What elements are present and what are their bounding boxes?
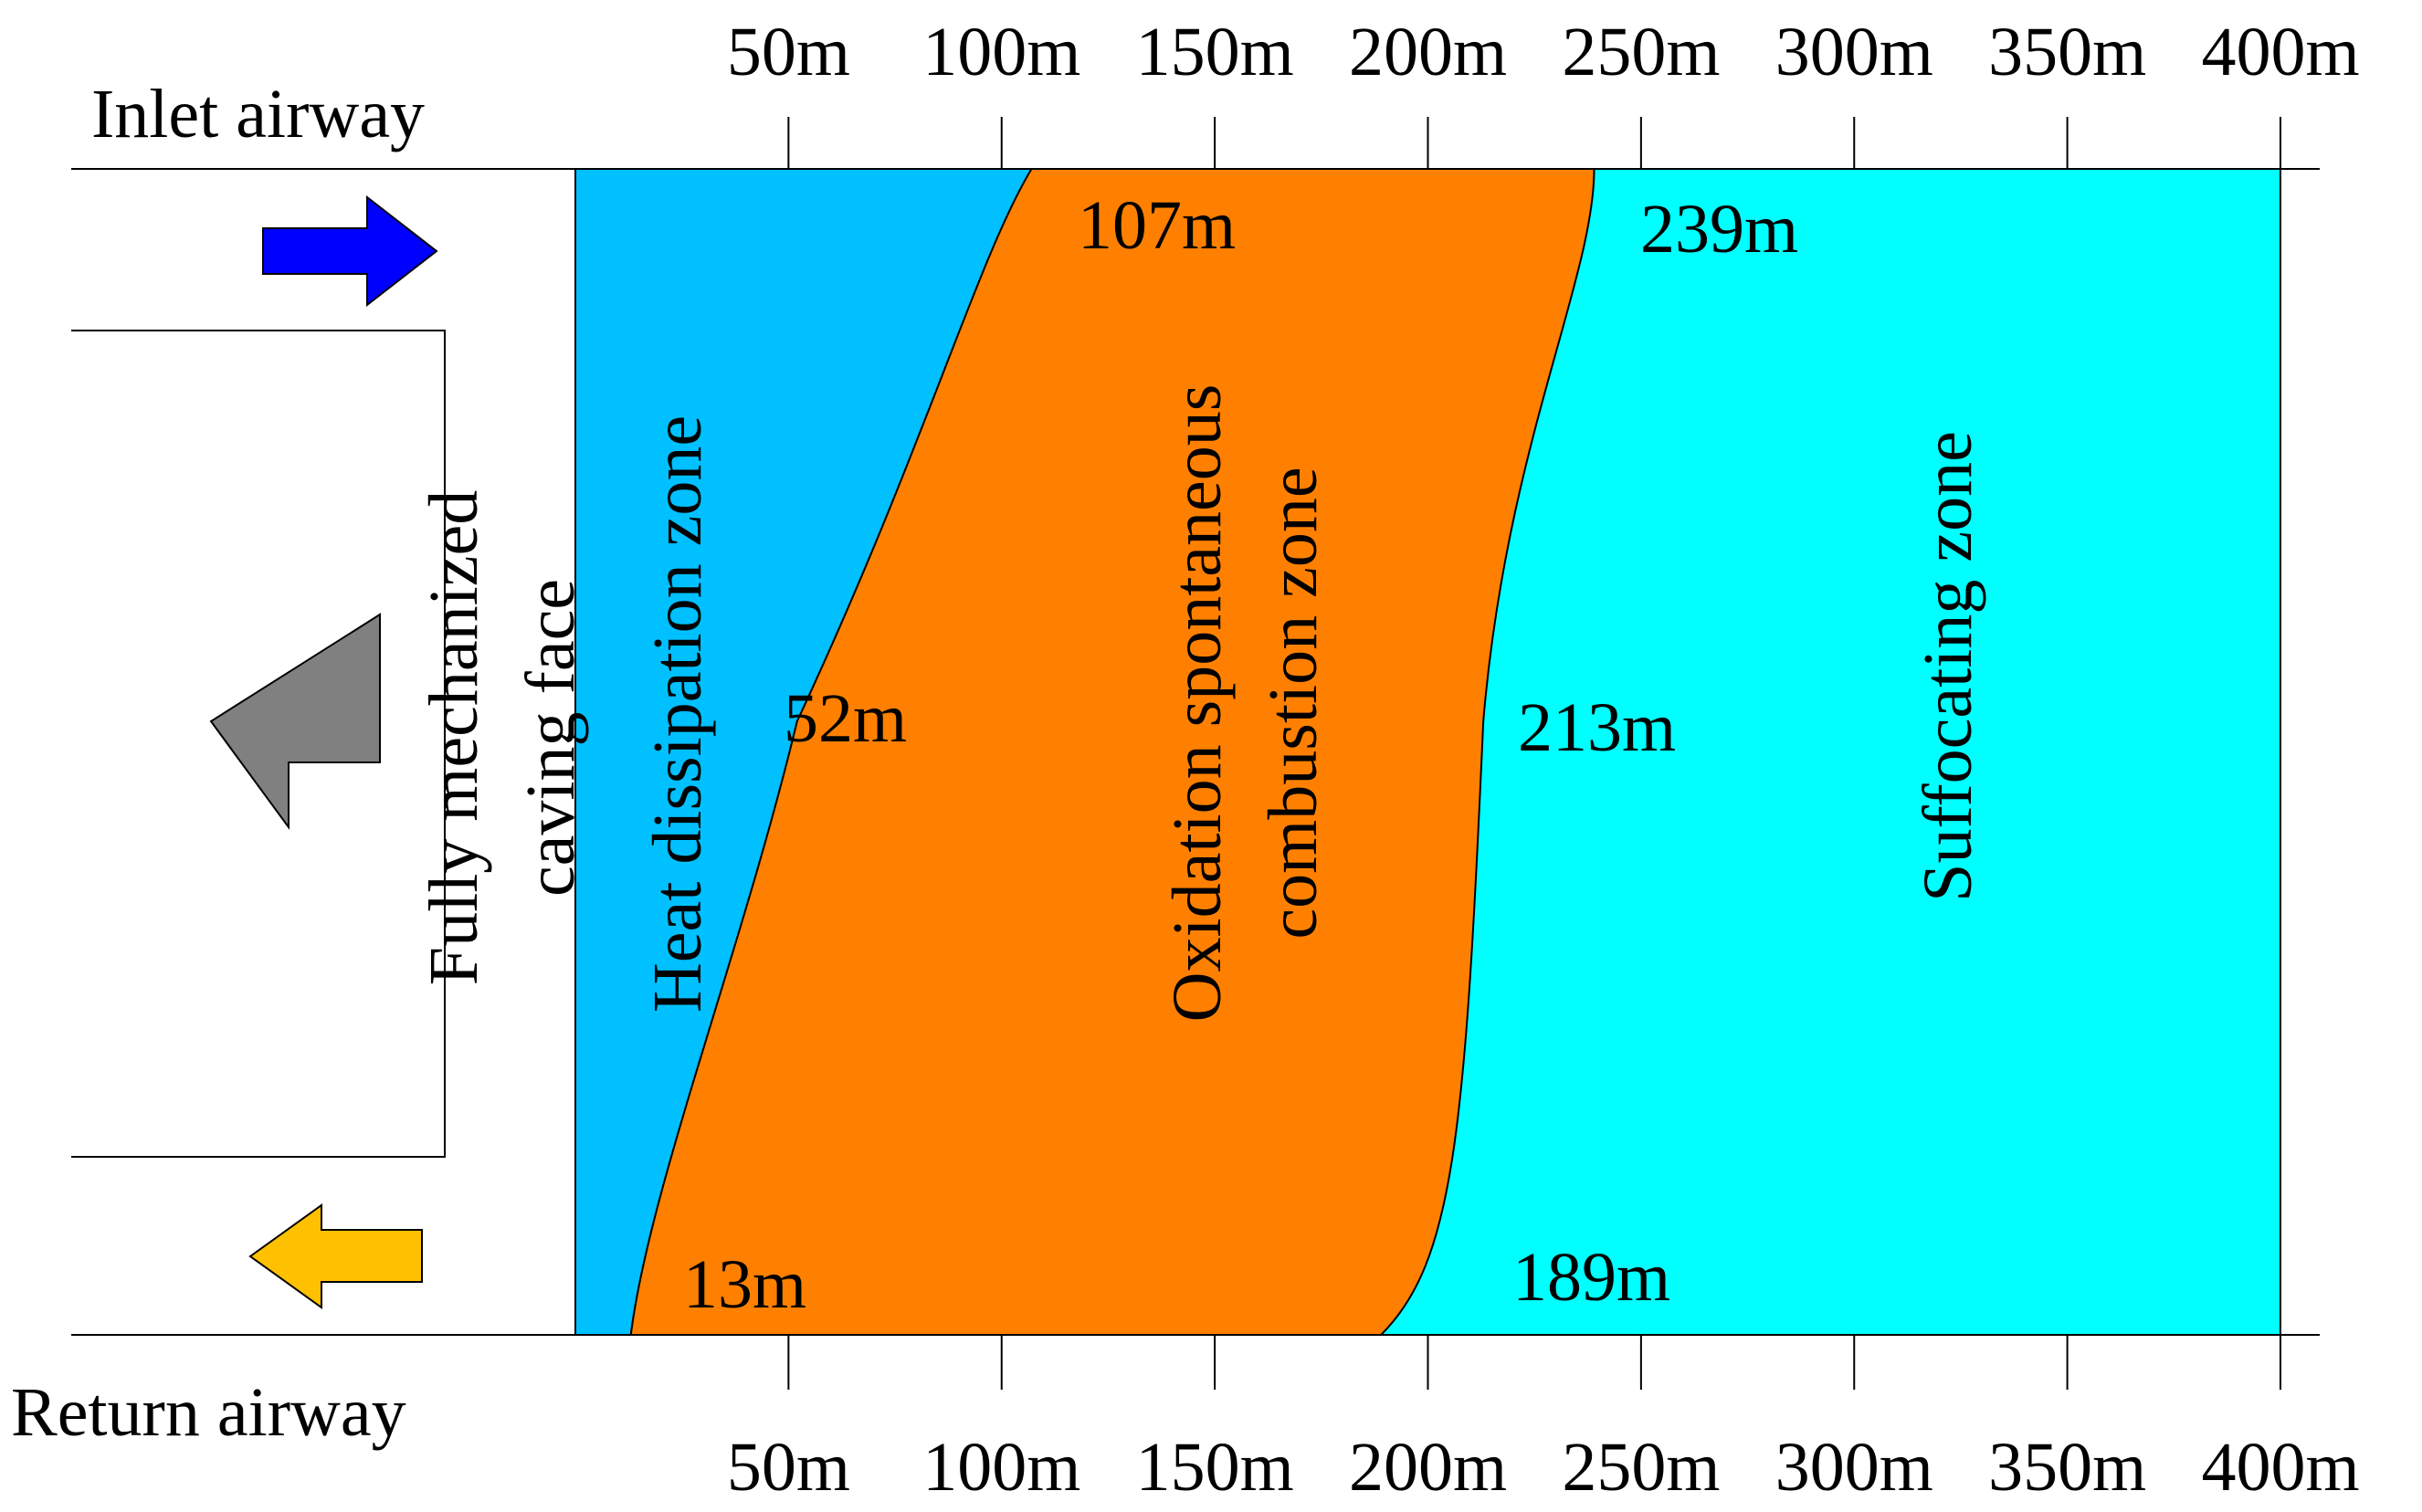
return-airway-label: Return airway xyxy=(11,1374,406,1451)
inlet-airway-label: Inlet airway xyxy=(91,76,425,152)
scale-label-bottom-50: 50m xyxy=(727,1429,850,1506)
scale-label-top-200: 200m xyxy=(1349,14,1507,90)
scale-label-bottom-200: 200m xyxy=(1349,1429,1507,1506)
oxidation-zone-label-line1: Oxidation spontaneous xyxy=(1159,384,1236,1023)
caving-face-label-line2: caving face xyxy=(512,579,589,897)
scale-label-bottom-350: 350m xyxy=(1988,1429,2146,1506)
boundary-label-13m: 13m xyxy=(683,1246,806,1323)
advance-direction-arrow-icon xyxy=(209,613,381,831)
caving-face-label-line1: Fully mechanized xyxy=(416,490,492,985)
scale-label-bottom-150: 150m xyxy=(1136,1429,1294,1506)
caving-face-outline xyxy=(71,330,446,1158)
boundary-label-239m: 239m xyxy=(1640,191,1798,268)
boundary-label-52m: 52m xyxy=(784,680,907,757)
boundary-label-189m: 189m xyxy=(1512,1239,1670,1316)
suffocating-zone-label: Suffocating zone xyxy=(1910,431,1986,902)
scale-label-top-150: 150m xyxy=(1136,14,1294,90)
arrow-right-icon xyxy=(262,194,438,308)
boundary-label-213m: 213m xyxy=(1518,689,1676,766)
scale-label-top-400: 400m xyxy=(2201,14,2359,90)
bottom-scale-labels: 50m 100m 150m 200m 250m 300m 350m 400m xyxy=(727,1429,2360,1506)
scale-label-bottom-400: 400m xyxy=(2201,1429,2359,1506)
top-scale-ticks xyxy=(787,117,2281,169)
boundary-label-107m: 107m xyxy=(1078,187,1236,264)
heat-dissipation-zone-area xyxy=(574,168,1034,1336)
scale-label-bottom-250: 250m xyxy=(1562,1429,1720,1506)
scale-label-top-100: 100m xyxy=(922,14,1080,90)
scale-label-top-50: 50m xyxy=(727,14,850,90)
scale-label-top-250: 250m xyxy=(1562,14,1720,90)
heat-dissipation-zone-label: Heat dissipation zone xyxy=(639,415,716,1013)
top-scale-labels: 50m 100m 150m 200m 250m 300m 350m 400m xyxy=(727,14,2360,90)
oxidation-zone-label-line2: combustion zone xyxy=(1255,467,1332,939)
scale-label-bottom-300: 300m xyxy=(1775,1429,1933,1506)
scale-label-top-300: 300m xyxy=(1775,14,1933,90)
bottom-scale-ticks xyxy=(787,1335,2281,1390)
arrow-left-icon xyxy=(248,1203,423,1309)
scale-label-top-350: 350m xyxy=(1988,14,2146,90)
scale-label-bottom-100: 100m xyxy=(922,1429,1080,1506)
